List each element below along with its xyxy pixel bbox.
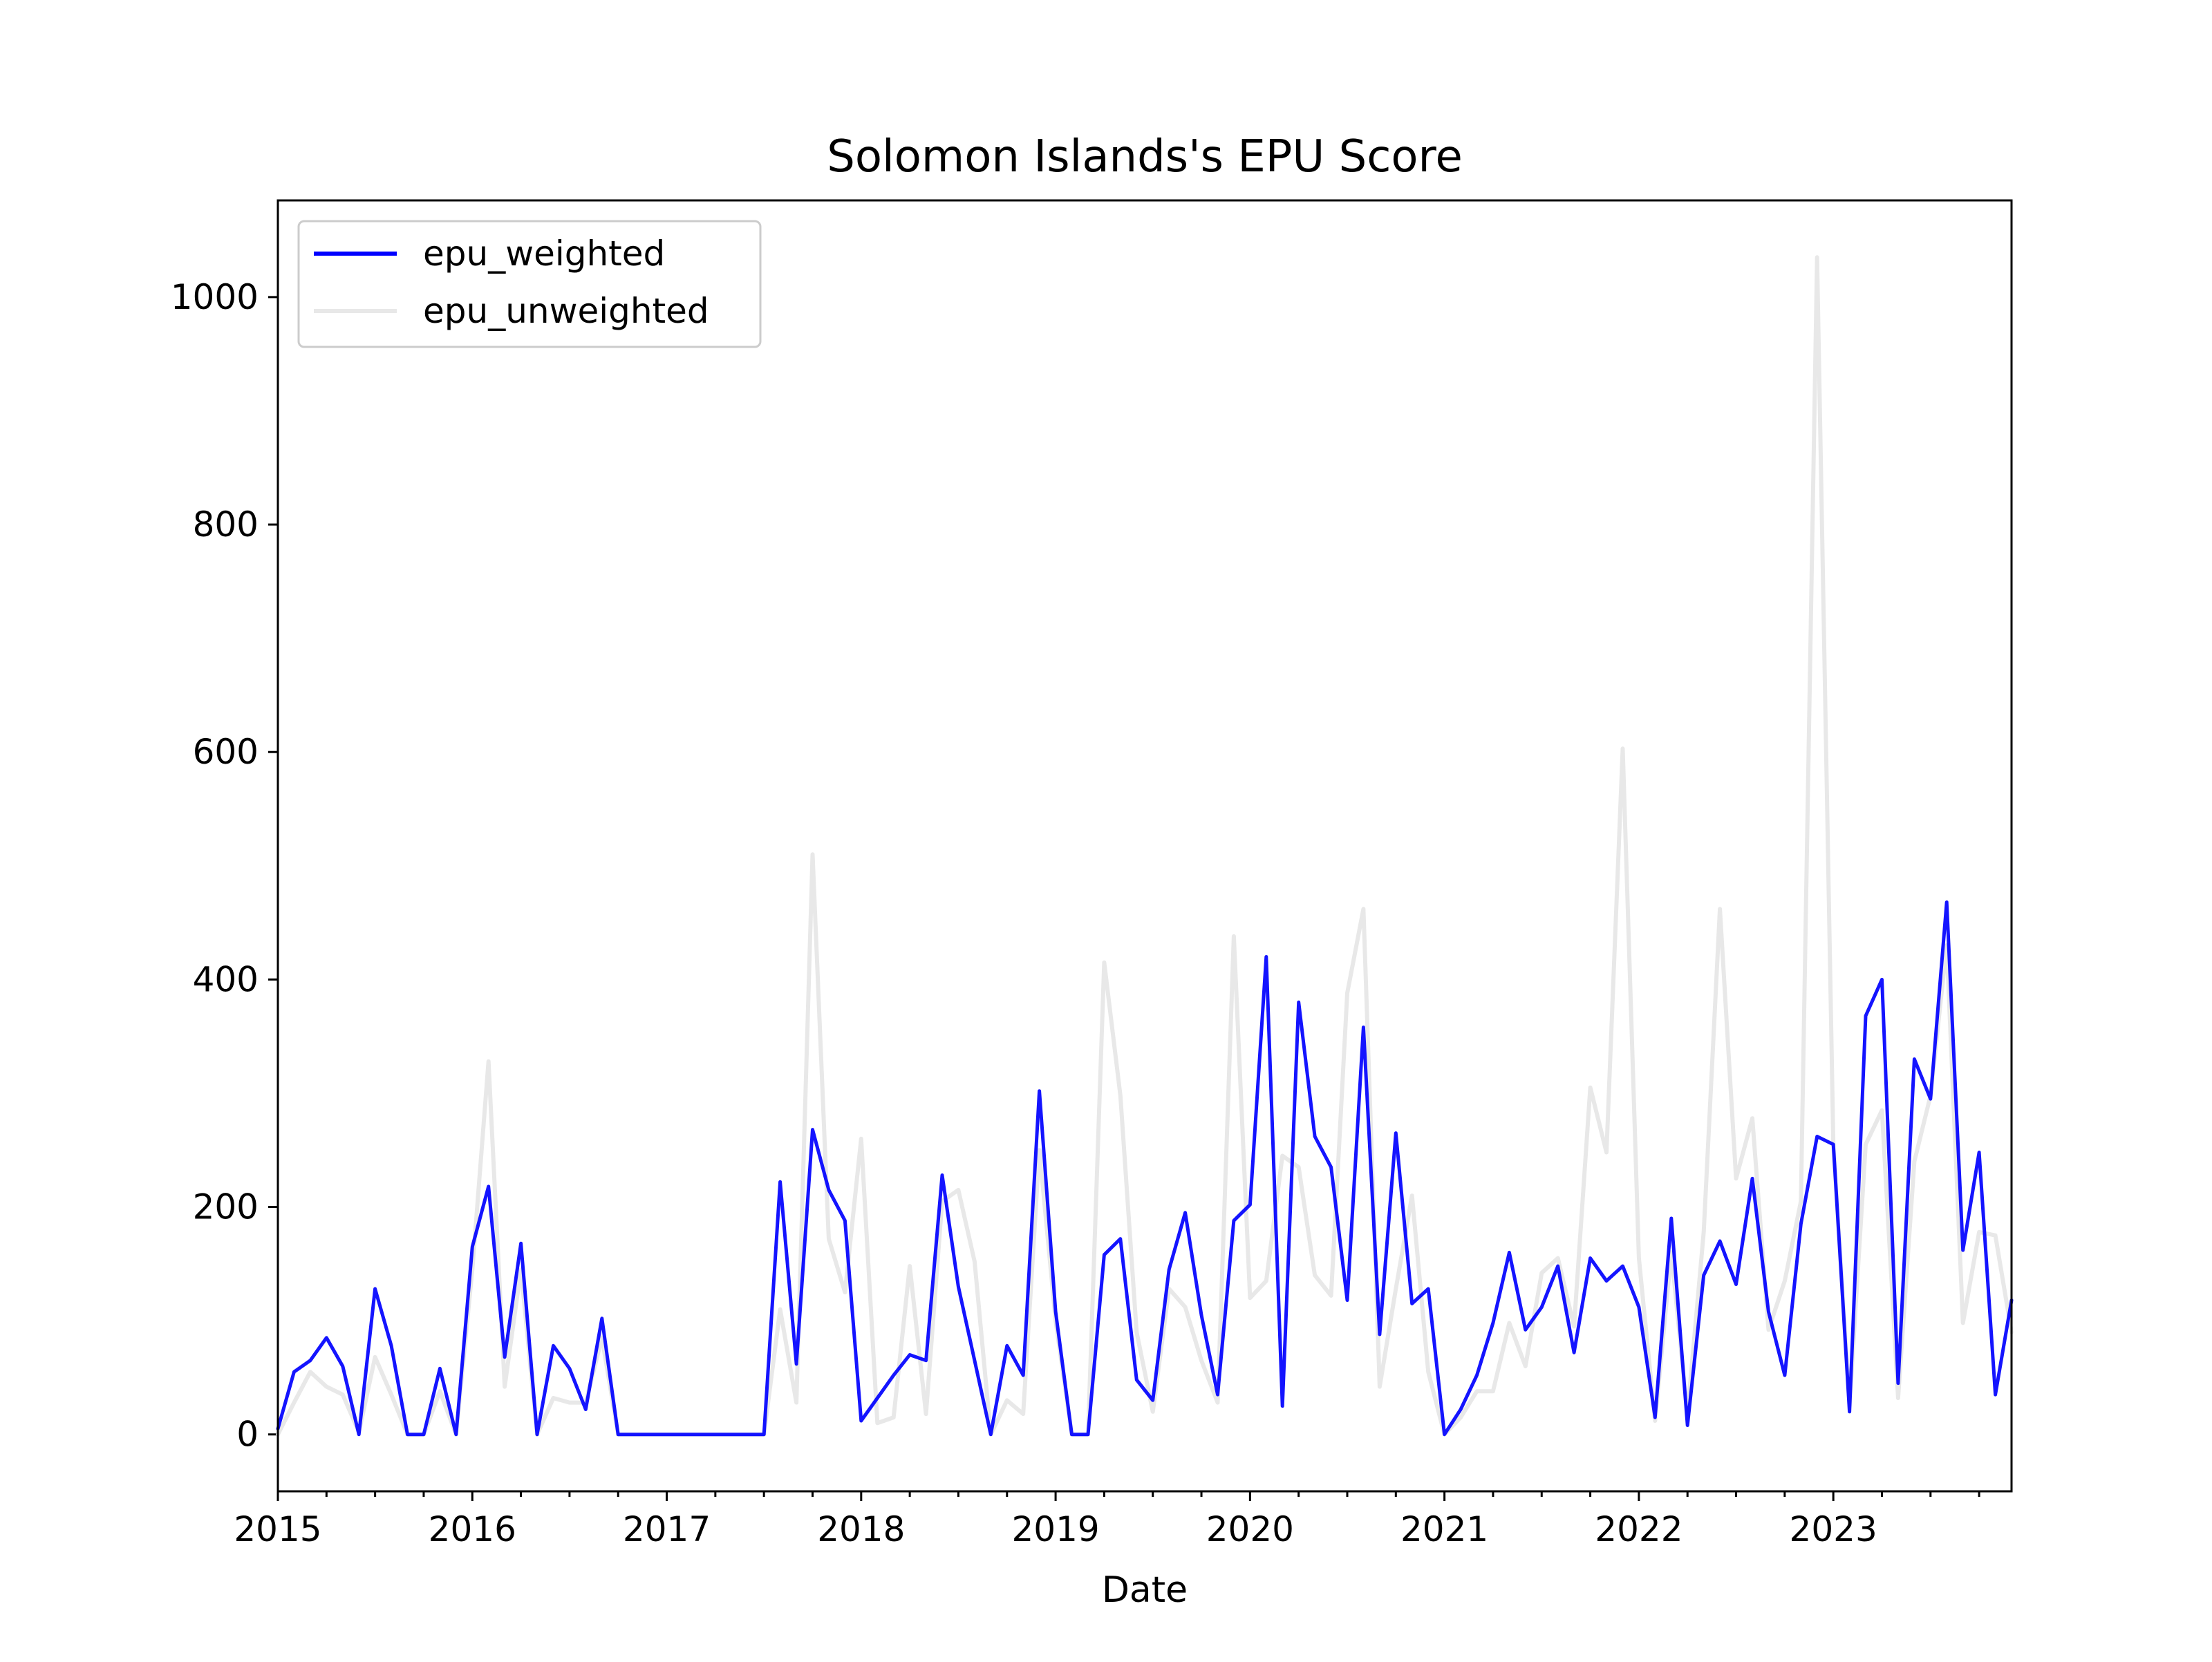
x-tick-label: 2017 (623, 1509, 711, 1549)
x-tick-label: 2022 (1595, 1509, 1683, 1549)
chart-title: Solomon Islands's EPU Score (827, 131, 1463, 182)
y-ticks: 0 200 400 600 800 1000 (171, 277, 278, 1455)
y-tick-label: 0 (236, 1415, 259, 1455)
legend-label: epu_weighted (423, 234, 665, 274)
legend-box (297, 220, 762, 348)
x-tick-label: 2023 (1790, 1509, 1877, 1549)
y-tick-label: 400 (193, 959, 259, 999)
x-axis-label: Date (1102, 1569, 1188, 1611)
series-line-epu-weighted (276, 900, 2014, 1437)
x-ticks: 2015 2016 2017 2018 2019 2020 2021 2022 2023 (234, 1491, 1980, 1549)
plot-area (276, 255, 2014, 1437)
x-tick-label: 2019 (1011, 1509, 1099, 1549)
x-tick-label: 2020 (1206, 1509, 1294, 1549)
y-tick-label: 1000 (171, 277, 259, 317)
x-tick-label: 2016 (429, 1509, 516, 1549)
legend: epu_weighted epu_unweighted (297, 220, 762, 348)
axes-frame (276, 199, 2013, 1493)
x-tick-label: 2015 (234, 1509, 321, 1549)
series-line-epu-unweighted (276, 255, 2014, 1437)
y-tick-label: 200 (193, 1187, 259, 1227)
y-tick-label: 800 (193, 504, 259, 545)
y-tick-label: 600 (193, 732, 259, 772)
x-tick-label: 2018 (817, 1509, 905, 1549)
x-tick-label: 2021 (1400, 1509, 1488, 1549)
legend-label: epu_unweighted (423, 291, 709, 331)
